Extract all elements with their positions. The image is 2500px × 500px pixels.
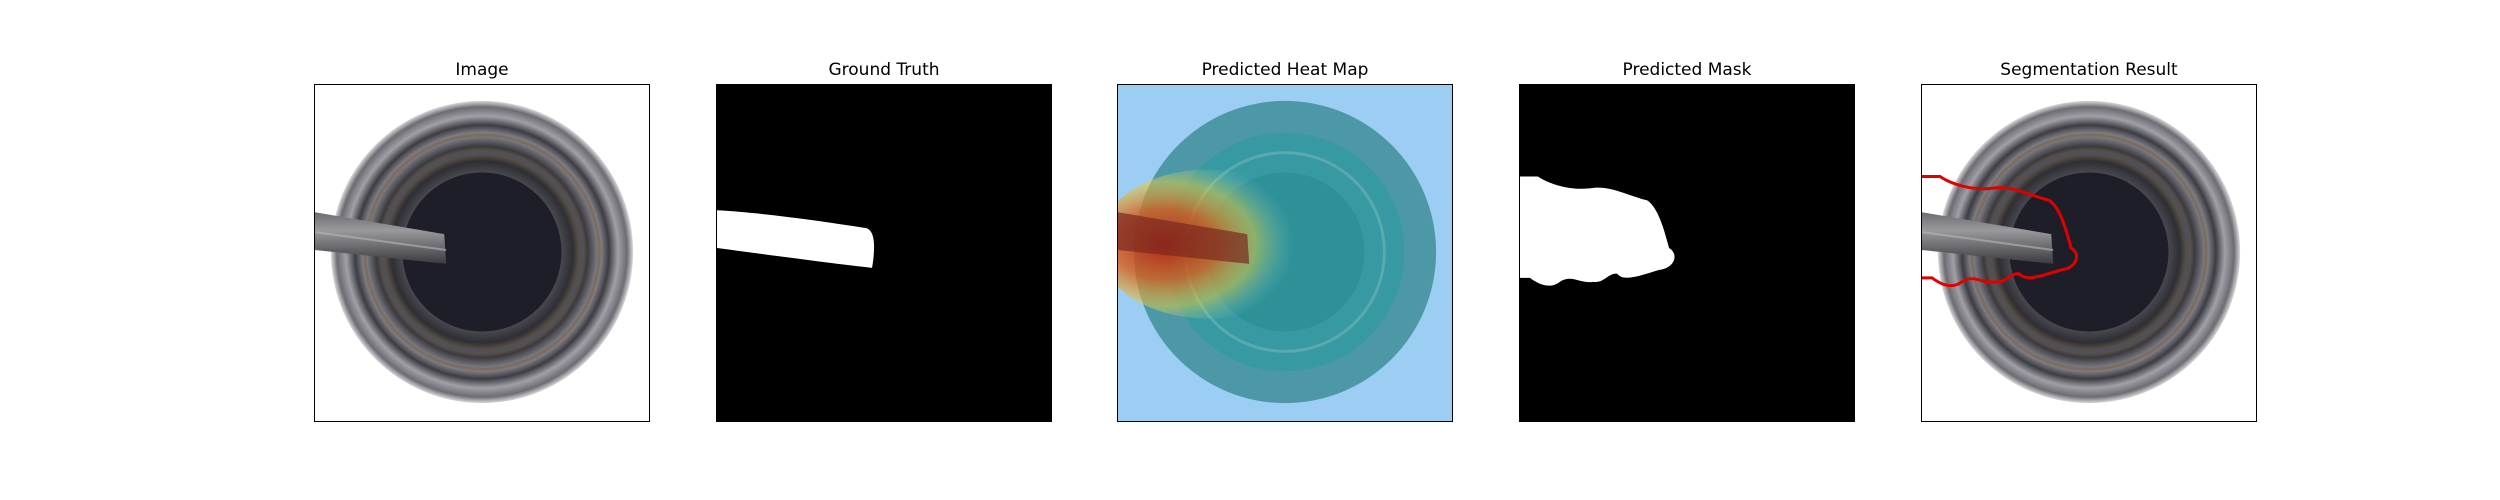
panel-title-segmentation-result: Segmentation Result (2000, 60, 2178, 80)
ground-truth-panel (716, 84, 1052, 422)
panel-title-predicted-mask: Predicted Mask (1622, 60, 1752, 80)
segmentation-overlay (1922, 85, 2256, 421)
heat-map-panel (1117, 84, 1453, 422)
bottle-photo (315, 85, 649, 421)
predicted-mask-panel (1519, 84, 1855, 422)
panel-title-image: Image (455, 60, 509, 80)
panel-title-ground-truth: Ground Truth (828, 60, 940, 80)
predicted-mask (1520, 85, 1854, 421)
ground-truth-mask (717, 85, 1051, 421)
panel-title-heat-map: Predicted Heat Map (1201, 60, 1369, 80)
segmentation-result-panel (1921, 84, 2257, 422)
heat-map-image (1118, 85, 1452, 421)
image-panel (314, 84, 650, 422)
segmentation-contour (1922, 174, 2078, 288)
